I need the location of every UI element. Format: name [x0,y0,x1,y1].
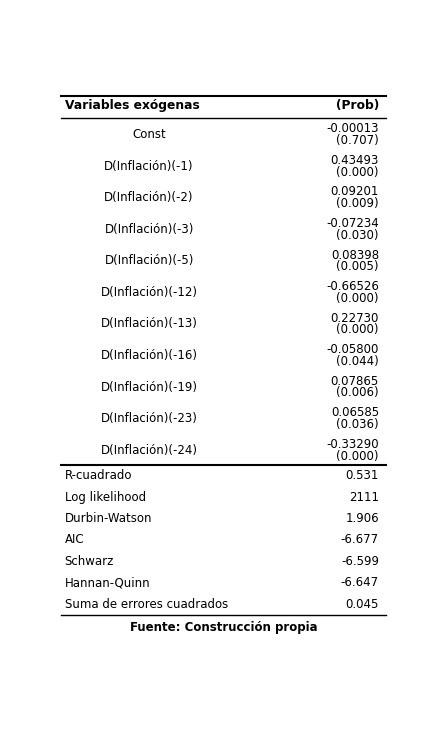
Text: (0.000): (0.000) [337,292,379,305]
Text: D(Inflación)(-16): D(Inflación)(-16) [101,349,198,362]
Text: (0.000): (0.000) [337,165,379,179]
Text: 0.07865: 0.07865 [330,375,379,388]
Text: 2111: 2111 [349,490,379,504]
Text: (0.036): (0.036) [336,418,379,431]
Text: AIC: AIC [65,534,84,546]
Text: 0.09201: 0.09201 [330,185,379,198]
Text: 0.06585: 0.06585 [331,406,379,419]
Text: (Prob): (Prob) [336,100,379,113]
Text: Fuente: Construcción propia: Fuente: Construcción propia [129,621,317,634]
Text: -0.33290: -0.33290 [326,438,379,451]
Text: -0.00013: -0.00013 [327,122,379,135]
Text: 0.43493: 0.43493 [330,154,379,167]
Text: (0.005): (0.005) [337,260,379,273]
Text: (0.006): (0.006) [336,386,379,400]
Text: 1.906: 1.906 [345,512,379,525]
Text: 0.08398: 0.08398 [331,249,379,261]
Text: D(Inflación)(-19): D(Inflación)(-19) [101,381,198,394]
Text: D(Inflación)(-1): D(Inflación)(-1) [104,160,194,173]
Text: (0.030): (0.030) [337,228,379,242]
Text: (0.044): (0.044) [336,355,379,368]
Text: Log likelihood: Log likelihood [65,490,146,504]
Text: -6.677: -6.677 [341,534,379,546]
Text: D(Inflación)(-23): D(Inflación)(-23) [101,412,198,425]
Text: Durbin-Watson: Durbin-Watson [65,512,152,525]
Text: D(Inflación)(-12): D(Inflación)(-12) [101,286,198,299]
Text: (0.009): (0.009) [336,197,379,210]
Text: Suma de errores cuadrados: Suma de errores cuadrados [65,597,228,610]
Text: Hannan-Quinn: Hannan-Quinn [65,576,150,589]
Text: D(Inflación)(-13): D(Inflación)(-13) [101,318,198,330]
Text: Schwarz: Schwarz [65,555,114,568]
Text: (0.707): (0.707) [336,134,379,147]
Text: R-cuadrado: R-cuadrado [65,469,132,482]
Text: -6.599: -6.599 [341,555,379,568]
Text: (0.000): (0.000) [337,324,379,336]
Text: Const: Const [132,128,166,141]
Text: D(Inflación)(-24): D(Inflación)(-24) [101,444,198,457]
Text: D(Inflación)(-3): D(Inflación)(-3) [105,223,194,236]
Text: -0.66526: -0.66526 [326,280,379,293]
Text: 0.22730: 0.22730 [330,312,379,325]
Text: 0.531: 0.531 [345,469,379,482]
Text: (0.000): (0.000) [337,449,379,463]
Text: D(Inflación)(-2): D(Inflación)(-2) [104,191,194,204]
Text: D(Inflación)(-5): D(Inflación)(-5) [105,254,194,267]
Text: 0.045: 0.045 [345,597,379,610]
Text: -0.07234: -0.07234 [326,217,379,230]
Text: Variables exógenas: Variables exógenas [65,100,199,113]
Text: -0.05800: -0.05800 [327,343,379,356]
Text: -6.647: -6.647 [341,576,379,589]
